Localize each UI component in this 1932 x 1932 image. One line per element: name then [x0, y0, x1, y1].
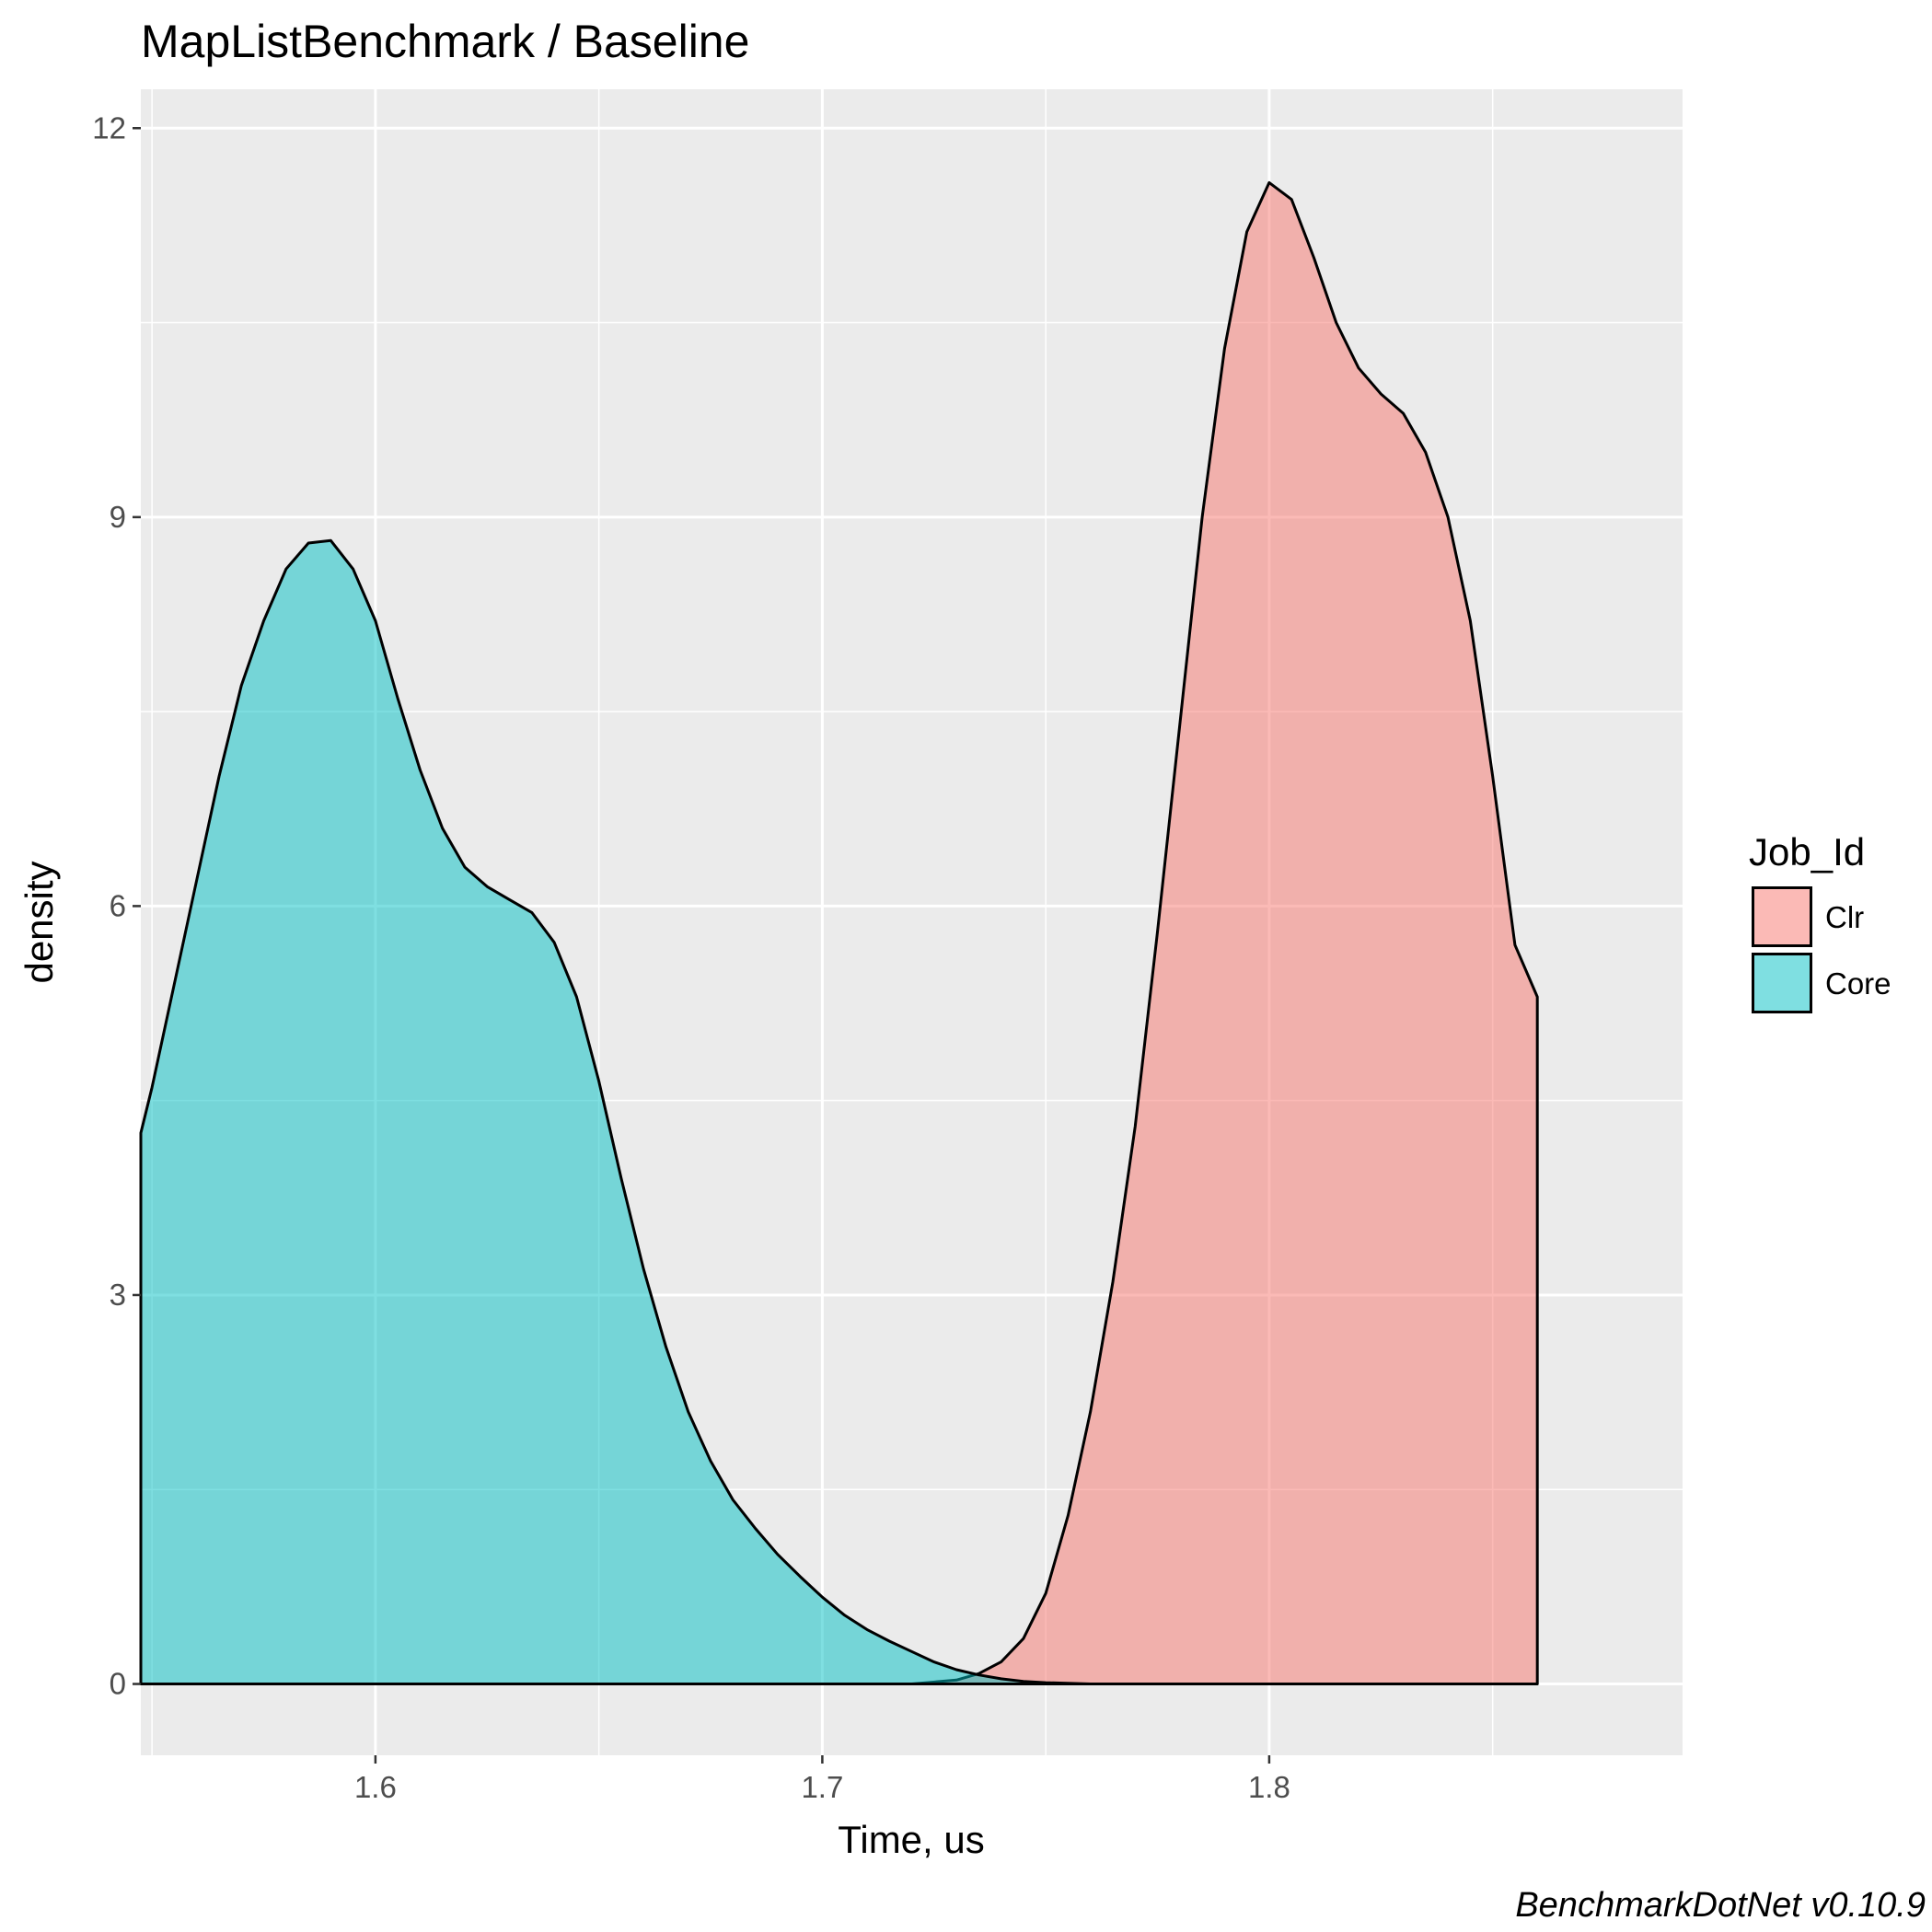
- density-areas: [139, 180, 1539, 1685]
- x-tick-label: 1.7: [801, 1770, 843, 1804]
- legend-key-clr: [1752, 886, 1812, 947]
- x-axis-title: Time, us: [838, 1818, 984, 1861]
- legend: Job_Id Clr Core: [1749, 830, 1892, 1013]
- legend-key-core: [1752, 953, 1812, 1013]
- y-tick-label: 3: [110, 1278, 126, 1312]
- x-tick-label: 1.6: [354, 1770, 397, 1804]
- axis-ticks: [133, 127, 1271, 1764]
- x-tick-label: 1.8: [1248, 1770, 1290, 1804]
- y-tick-label: 0: [110, 1667, 126, 1701]
- legend-title: Job_Id: [1749, 830, 1865, 873]
- y-tick-label: 9: [110, 500, 126, 534]
- legend-label-core: Core: [1825, 966, 1892, 1001]
- density-area-core: [139, 538, 1093, 1685]
- x-axis-tick-labels: 1.6 1.7 1.8: [354, 1770, 1290, 1804]
- y-axis-tick-labels: 0 3 6 9 12: [92, 110, 126, 1700]
- y-axis-title: density: [17, 861, 61, 983]
- y-tick-label: 6: [110, 888, 126, 922]
- y-tick-label: 12: [92, 110, 126, 145]
- legend-label-clr: Clr: [1825, 900, 1864, 934]
- caption: BenchmarkDotNet v0.10.9: [1515, 1886, 1926, 1925]
- chart-title: MapListBenchmark / Baseline: [141, 16, 749, 67]
- density-area-clr: [910, 180, 1539, 1685]
